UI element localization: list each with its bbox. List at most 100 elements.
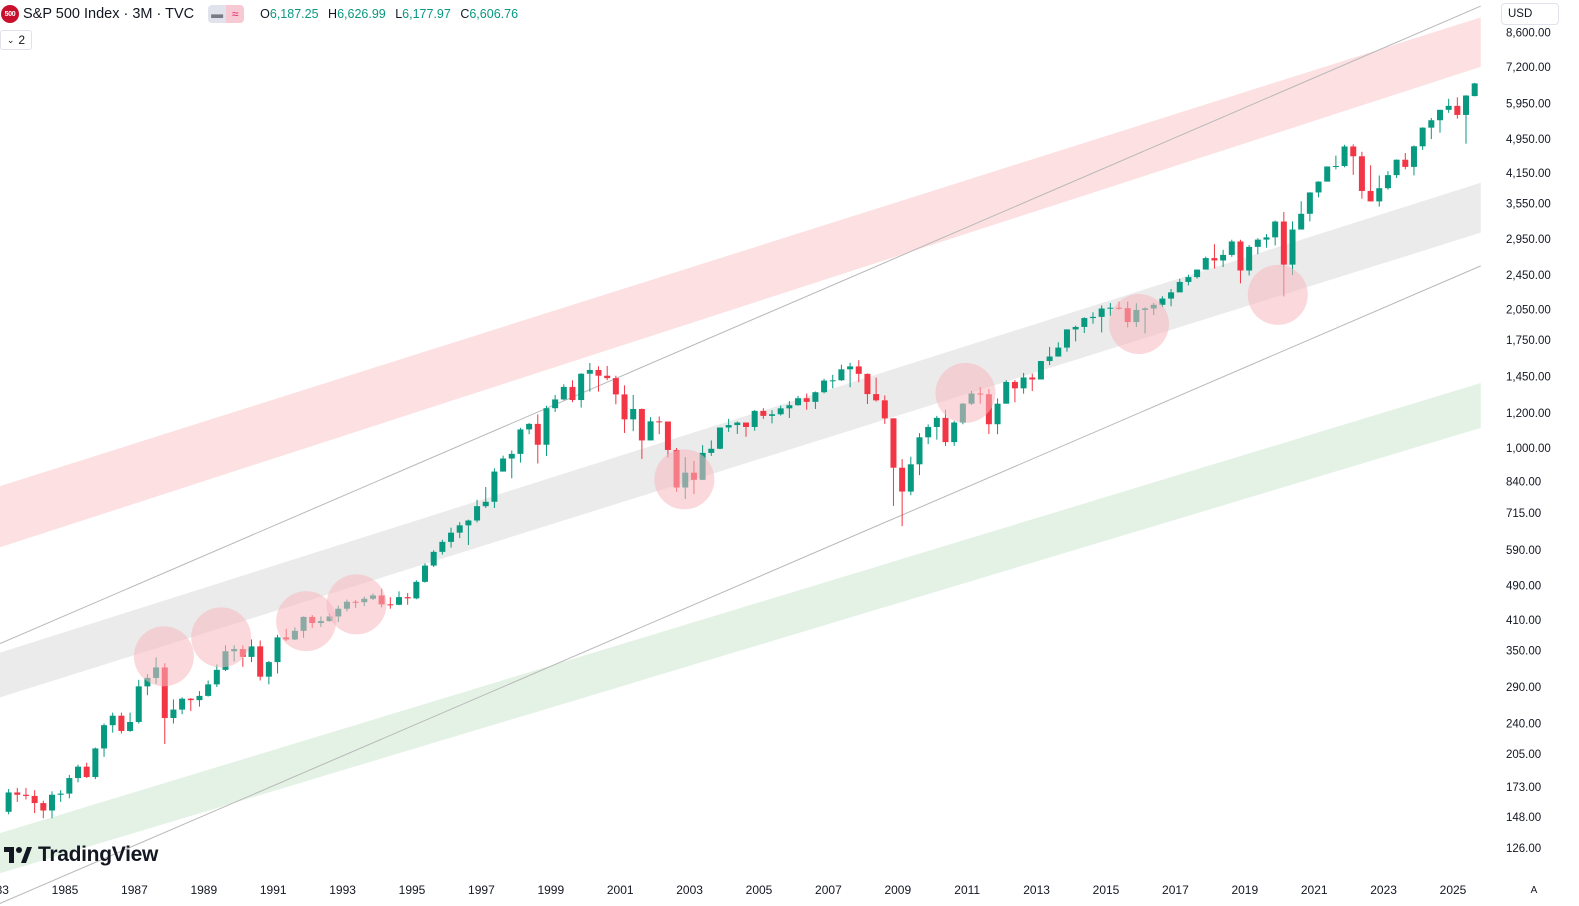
candle-body — [595, 369, 602, 376]
candle-body — [925, 426, 932, 438]
candle-body — [1350, 146, 1357, 157]
x-axis-label: 1985 — [52, 883, 79, 897]
tradingview-logo-text: TradingView — [38, 843, 159, 866]
lower-green-band — [0, 383, 1481, 874]
chevron-down-icon: ⌄ — [6, 34, 15, 45]
currency-select[interactable]: USD — [1501, 3, 1559, 25]
candle-body — [552, 399, 559, 409]
x-axis-label: 2017 — [1162, 883, 1189, 897]
candle-body — [1237, 241, 1244, 271]
candle-body — [1168, 292, 1175, 299]
candle-body — [448, 532, 455, 542]
candle-body — [1402, 159, 1409, 167]
candle-body — [439, 541, 446, 552]
tradingview-logo[interactable]: TradingView — [4, 843, 158, 867]
y-axis-label: 290.00 — [1506, 682, 1541, 694]
touch-circle — [133, 626, 194, 687]
y-axis-label: 4,150.00 — [1506, 168, 1551, 180]
candle-body — [638, 408, 645, 441]
candle-body — [1428, 120, 1435, 128]
candle-body — [829, 380, 836, 382]
upper-red-band — [0, 17, 1481, 548]
candle-body — [5, 792, 12, 812]
sp500-logo-icon[interactable]: 500 — [1, 5, 19, 23]
y-axis-label: 1,000.00 — [1506, 443, 1551, 455]
x-axis-label: 1991 — [260, 883, 287, 897]
touch-circle — [935, 362, 996, 423]
candle-body — [187, 698, 194, 701]
y-axis-label: 5,950.00 — [1506, 99, 1551, 111]
candle-body — [387, 604, 394, 606]
y-axis-label: 1,450.00 — [1506, 371, 1551, 383]
candle-body — [213, 669, 220, 685]
x-axis-label: 1999 — [537, 883, 564, 897]
collapse-indicators-button[interactable]: ⌄ 2 — [0, 30, 32, 50]
candle-body — [1393, 159, 1400, 176]
x-axis-label: 1993 — [329, 883, 356, 897]
indicator-toggle[interactable]: ▬ ≈ — [208, 5, 245, 23]
auto-scale-button[interactable]: A — [1530, 884, 1538, 896]
x-axis-label: 2025 — [1440, 883, 1467, 897]
candle-body — [274, 637, 281, 663]
candle-body — [534, 423, 541, 445]
y-axis-label: 2,450.00 — [1506, 270, 1551, 282]
candle-body — [1246, 246, 1253, 271]
candle-body — [951, 422, 958, 443]
y-axis-label: 7,200.00 — [1506, 62, 1551, 74]
candle-body — [1228, 241, 1235, 255]
candle-body — [491, 471, 498, 502]
x-axis-label: 1987 — [121, 883, 148, 897]
candle-body — [777, 408, 784, 415]
candle-body — [474, 506, 481, 521]
currency-label: USD — [1508, 8, 1533, 20]
candle-body — [1176, 281, 1183, 293]
high-key: H — [328, 7, 338, 21]
candle-body — [734, 422, 741, 426]
upper-trend-line — [0, 5, 1481, 645]
candle-body — [569, 386, 576, 401]
y-axis-label: 490.00 — [1506, 581, 1541, 593]
candle-body — [482, 501, 489, 507]
x-axis-label: 2019 — [1231, 883, 1258, 897]
candle-body — [1081, 318, 1088, 327]
candle-body — [1315, 181, 1322, 193]
touch-circle — [1247, 264, 1308, 325]
x-axis-label: 2015 — [1093, 883, 1120, 897]
candle-body — [1298, 213, 1305, 230]
candle-body — [92, 748, 99, 777]
x-axis-label: 2001 — [607, 883, 634, 897]
candle-body — [118, 715, 125, 731]
candle-body — [1341, 146, 1348, 166]
candle-body — [855, 366, 862, 374]
candle-body — [526, 423, 533, 430]
candle-body — [786, 405, 793, 409]
candle-body — [66, 778, 73, 794]
candle-body — [1384, 175, 1391, 189]
candle-body — [821, 380, 828, 393]
candle-body — [942, 417, 949, 443]
candle-body — [179, 698, 186, 710]
low-value: 6,177.97 — [402, 7, 451, 21]
touch-circle — [191, 607, 252, 668]
y-axis-label: 173.00 — [1506, 782, 1541, 794]
candle-body — [48, 794, 55, 811]
ohlc-values: O6,187.25 H6,626.99 L6,177.97 C6,606.76 — [260, 7, 524, 21]
candle-body — [630, 408, 637, 420]
candle-body — [161, 667, 168, 719]
candle-body — [1367, 190, 1374, 202]
y-axis-label: 2,050.00 — [1506, 304, 1551, 316]
approx-icon[interactable]: ≈ — [226, 5, 245, 23]
y-axis-label: 840.00 — [1506, 477, 1541, 489]
symbol-header: 500 S&P 500 Index · 3M · TVC ▬ ≈ O6,187.… — [0, 3, 524, 25]
x-axis-label: 1995 — [399, 883, 426, 897]
minus-icon[interactable]: ▬ — [208, 5, 227, 23]
candle-body — [456, 525, 463, 533]
candle-body — [75, 766, 82, 779]
x-axis-label: 2003 — [676, 883, 703, 897]
touch-circle — [1108, 294, 1169, 355]
candle-body — [1159, 298, 1166, 305]
symbol-title[interactable]: S&P 500 Index · 3M · TVC — [23, 6, 195, 22]
candle-body — [873, 394, 880, 401]
